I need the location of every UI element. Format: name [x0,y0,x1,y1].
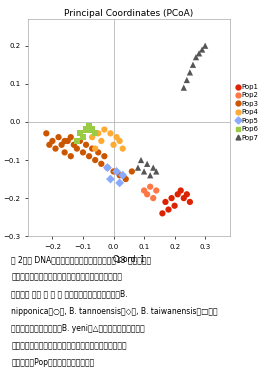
Point [154,168,158,174]
Point [90,126,94,133]
Point [114,168,119,174]
Point [188,199,192,205]
Point [145,191,149,197]
Point [102,126,107,133]
Point [151,165,155,171]
Point [120,146,125,152]
Text: の情報にもとづく主座標分析の結果．座標が近ければ: の情報にもとづく主座標分析の結果．座標が近ければ [11,272,122,282]
Point [111,142,116,148]
Point [102,153,107,159]
Point [105,165,110,171]
Point [108,130,113,136]
Point [181,195,186,201]
Point [105,165,110,171]
Point [75,146,79,152]
Point [148,184,152,190]
Point [178,187,183,194]
Point [114,134,119,140]
Point [108,176,113,182]
Point [188,69,192,75]
Point [93,130,97,136]
Point [136,165,140,171]
Text: nipponica（○）, B. tannoensis（◇）, B. taiwanensis（□）が: nipponica（○）, B. tannoensis（◇）, B. taiwa… [11,307,218,316]
Point [148,172,152,178]
Point [44,130,48,136]
Point [120,172,125,178]
Title: Principal Coordinates (PCoA): Principal Coordinates (PCoA) [64,9,193,18]
Point [117,138,122,144]
Point [69,134,73,140]
Text: 明確に分化しないこと、B. yeni（△）が他種とは分化して: 明確に分化しないこと、B. yeni（△）が他種とは分化して [11,324,145,333]
Point [66,138,70,144]
Point [93,146,97,152]
Point [96,149,101,155]
Point [81,149,85,155]
Point [203,43,207,49]
Point [87,123,91,129]
Text: おり、さらに種内でも二つに分かれることを示唆してい: おり、さらに種内でも二つに分かれることを示唆してい [11,341,127,350]
Point [56,134,61,140]
Point [139,157,143,163]
Point [69,153,73,159]
Point [93,157,97,163]
Point [53,146,58,152]
Point [50,138,55,144]
Point [166,207,171,213]
Point [84,126,88,133]
Point [130,168,134,174]
Point [200,46,204,53]
Point [172,203,177,209]
Point [96,130,101,136]
Point [90,146,94,152]
X-axis label: Coord. 1: Coord. 1 [113,255,145,264]
Point [145,161,149,167]
Point [169,195,174,201]
Point [99,138,104,144]
Point [151,195,155,201]
Legend: Pop1, Pop2, Pop3, Pop4, Pop5, Pop6, Pop7: Pop1, Pop2, Pop3, Pop4, Pop5, Pop6, Pop7 [235,83,259,141]
Point [62,138,67,144]
Point [123,176,128,182]
Point [185,191,189,197]
Text: 図 2．核 DNA（マイクロサテライトマーカー13 遺伝子座）: 図 2．核 DNA（マイクロサテライトマーカー13 遺伝子座） [11,255,151,264]
Point [90,134,94,140]
Point [117,180,122,186]
Point [197,50,201,56]
Point [78,138,82,144]
Point [72,142,76,148]
Point [163,199,168,205]
Point [47,142,52,148]
Point [59,142,64,148]
Point [142,187,146,194]
Point [181,85,186,91]
Point [84,142,88,148]
Point [78,130,82,136]
Point [160,210,165,216]
Point [176,191,180,197]
Point [75,138,79,144]
Point [99,161,104,167]
Point [117,172,122,178]
Text: る。集団（Pop）番号は表２を参照。: る。集団（Pop）番号は表２を参照。 [11,358,94,367]
Point [194,54,198,60]
Point [185,77,189,83]
Point [81,134,85,140]
Point [154,187,158,194]
Text: 近いほど 遺伝 的 に 似 ていることを示している。B.: 近いほど 遺伝 的 に 似 ていることを示している。B. [11,290,128,299]
Point [111,168,116,174]
Point [87,153,91,159]
Point [62,149,67,155]
Point [142,168,146,174]
Point [191,62,195,68]
